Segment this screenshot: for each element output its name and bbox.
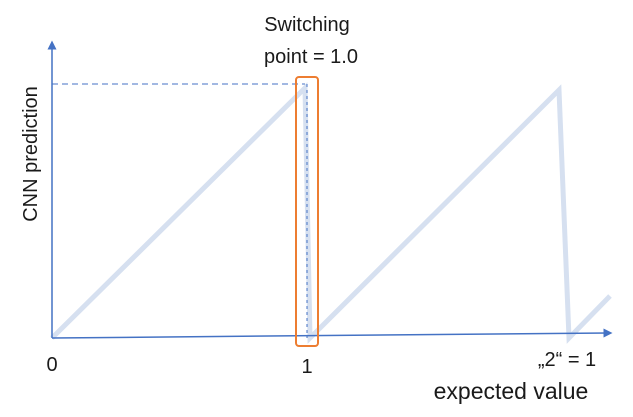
x-axis (51, 328, 613, 339)
annotation-line-1: Switching (264, 14, 350, 36)
tick-label-0: 0 (46, 354, 57, 376)
sawtooth-curve (50, 82, 612, 344)
tick-label-1: 1 (301, 356, 312, 378)
tick-label-2: „2“ = 1 (538, 349, 596, 371)
x-axis-label: expected value (434, 378, 589, 404)
y-axis-label: CNN prediction (20, 86, 42, 222)
switching-point-highlight (295, 76, 319, 347)
annotation-line-2: point = 1.0 (264, 46, 358, 68)
